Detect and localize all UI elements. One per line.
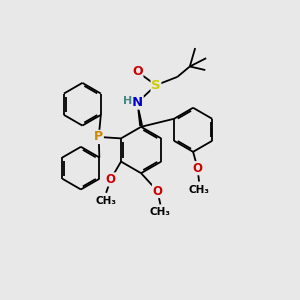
Text: CH₃: CH₃ [188,184,209,195]
Text: N: N [132,96,143,109]
Text: O: O [132,65,143,78]
Text: O: O [106,173,116,186]
Text: P: P [94,130,103,143]
Text: CH₃: CH₃ [150,207,171,218]
Polygon shape [137,104,142,125]
Text: S: S [151,79,161,92]
Text: O: O [193,162,202,175]
Text: CH₃: CH₃ [96,196,117,206]
Text: H: H [123,96,133,106]
Text: O: O [152,184,162,197]
